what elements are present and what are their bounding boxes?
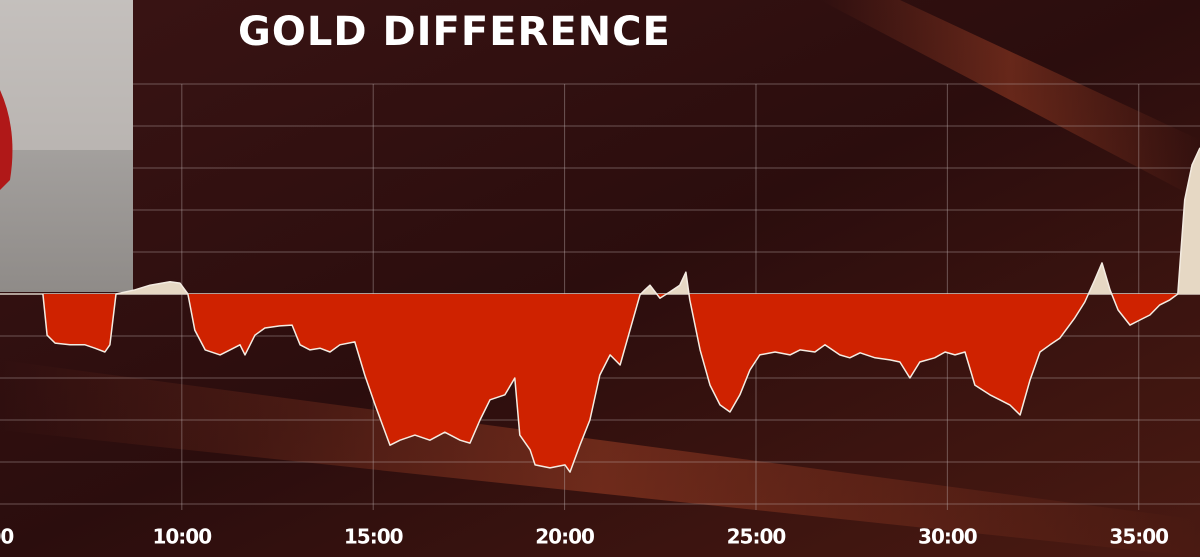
x-tick-label: 30:00 xyxy=(918,525,977,549)
area-negative xyxy=(42,294,1200,473)
x-axis: 5:00 10:00 15:00 20:00 25:00 30:00 35:00 xyxy=(0,525,1169,549)
inset-figure xyxy=(0,90,13,190)
light-streak xyxy=(820,0,1200,200)
chart-title: GOLD DIFFERENCE xyxy=(238,9,671,55)
x-tick-label: 15:00 xyxy=(344,525,403,549)
x-tick-label: 25:00 xyxy=(727,525,786,549)
plot xyxy=(0,147,1200,473)
light-streak xyxy=(0,360,1200,557)
line xyxy=(42,147,1200,473)
x-tick-label: 10:00 xyxy=(152,525,211,549)
video-inset xyxy=(0,0,133,292)
inset-wall xyxy=(0,0,133,150)
x-tick-label: 5:00 xyxy=(0,525,13,549)
x-tick-label: 35:00 xyxy=(1109,525,1168,549)
x-tick-label: 20:00 xyxy=(535,525,594,549)
